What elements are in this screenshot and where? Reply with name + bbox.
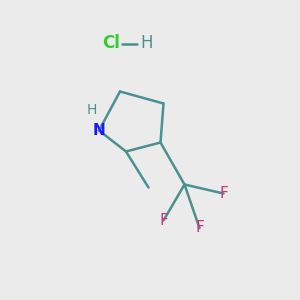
Text: N: N (93, 123, 105, 138)
Text: H: H (141, 34, 153, 52)
Text: Cl: Cl (102, 34, 120, 52)
Text: F: F (159, 213, 168, 228)
Text: F: F (195, 220, 204, 236)
Text: F: F (219, 186, 228, 201)
Text: H: H (86, 103, 97, 116)
